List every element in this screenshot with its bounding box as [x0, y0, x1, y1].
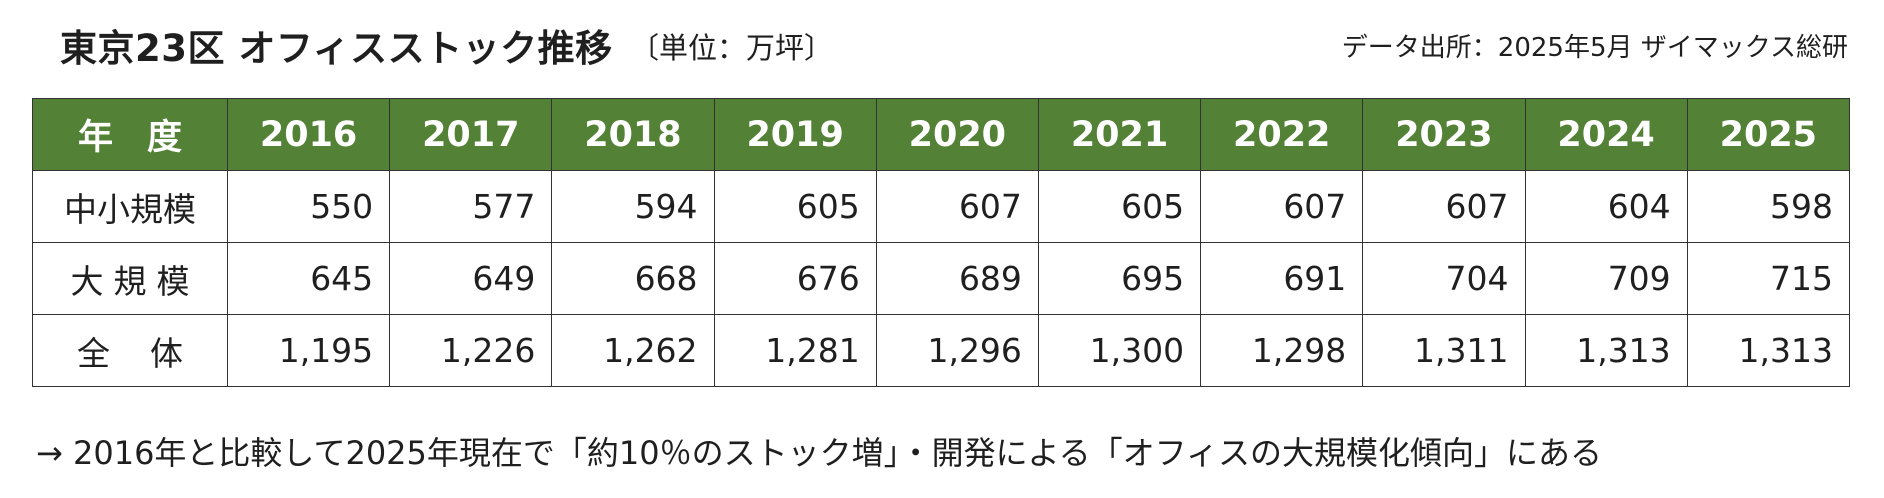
table-row-total: 全体 1,195 1,226 1,262 1,281 1,296 1,300 1…	[32, 314, 1851, 387]
table-cell: 704	[1362, 242, 1526, 315]
table-cell: 668	[551, 242, 715, 315]
table-header-row: 年度 2016 2017 2018 2019 2020 2021 2022 20…	[32, 98, 1851, 171]
table-cell: 1,313	[1686, 314, 1851, 387]
table-cell: 1,226	[389, 314, 553, 387]
table-cell: 577	[389, 170, 553, 243]
data-source: データ出所：2025年5月 ザイマックス総研	[1341, 33, 1848, 63]
table-cell: 645	[226, 242, 391, 315]
table-cell: 607	[875, 170, 1039, 243]
year-header: 2024	[1524, 98, 1688, 171]
table-cell: 715	[1686, 242, 1851, 315]
table-row-large: 大規模 645 649 668 676 689 695 691 704 709 …	[32, 242, 1851, 315]
year-header: 2017	[389, 98, 553, 171]
table-cell: 1,262	[551, 314, 715, 387]
table-cell: 1,195	[226, 314, 391, 387]
unit-label: 〔単位：万坪〕	[630, 31, 834, 65]
table-cell: 676	[713, 242, 877, 315]
year-header: 2025	[1686, 98, 1851, 171]
year-column-header: 年度	[32, 98, 228, 171]
table-cell: 1,298	[1200, 314, 1364, 387]
table-cell: 598	[1686, 170, 1851, 243]
table-cell: 695	[1037, 242, 1202, 315]
year-header: 2022	[1200, 98, 1364, 171]
table-cell: 550	[226, 170, 391, 243]
table-cell: 607	[1200, 170, 1364, 243]
table-cell: 594	[551, 170, 715, 243]
table-cell: 649	[389, 242, 553, 315]
table-cell: 604	[1524, 170, 1688, 243]
table-cell: 605	[713, 170, 877, 243]
page-header: 東京23区 オフィスストック推移 〔単位：万坪〕 データ出所：2025年5月 ザ…	[0, 0, 1884, 96]
table-cell: 1,300	[1037, 314, 1202, 387]
page-title: 東京23区 オフィスストック推移	[60, 27, 613, 70]
year-header: 2018	[551, 98, 715, 171]
year-header: 2020	[875, 98, 1039, 171]
table-cell: 709	[1524, 242, 1688, 315]
table-cell: 689	[875, 242, 1039, 315]
table-cell: 605	[1037, 170, 1202, 243]
year-header: 2019	[713, 98, 877, 171]
table-row-small-medium: 中小規模 550 577 594 605 607 605 607 607 604…	[32, 170, 1851, 243]
row-label: 全体	[32, 314, 228, 387]
table-cell: 691	[1200, 242, 1364, 315]
table-cell: 607	[1362, 170, 1526, 243]
table-cell: 1,313	[1524, 314, 1688, 387]
year-header: 2021	[1037, 98, 1202, 171]
row-label: 中小規模	[32, 170, 228, 243]
year-header: 2016	[226, 98, 391, 171]
row-label: 大規模	[32, 242, 228, 315]
table-cell: 1,296	[875, 314, 1039, 387]
table-cell: 1,281	[713, 314, 877, 387]
office-stock-table: 年度 2016 2017 2018 2019 2020 2021 2022 20…	[32, 98, 1851, 387]
table-cell: 1,311	[1362, 314, 1526, 387]
year-header: 2023	[1362, 98, 1526, 171]
summary-note: → 2016年と比較して2025年現在で「約10％のストック増」・開発による「オ…	[36, 434, 1603, 472]
